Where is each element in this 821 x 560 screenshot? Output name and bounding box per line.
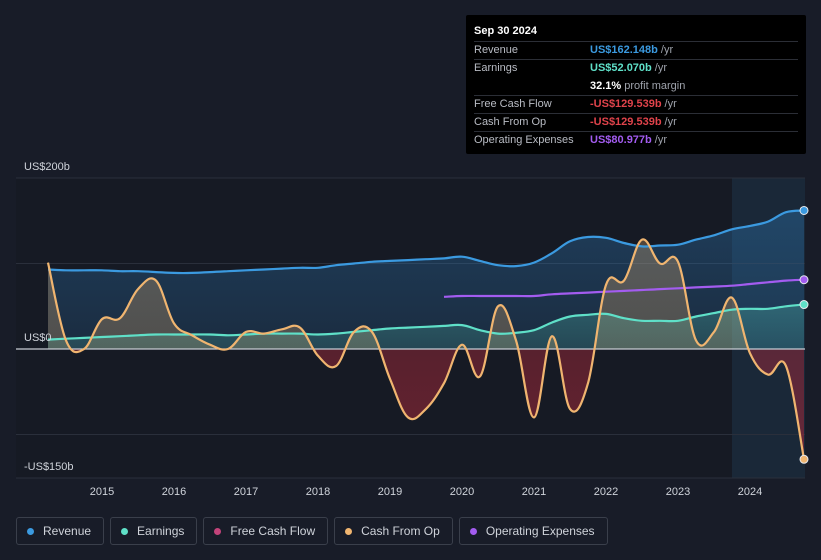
tooltip-row-value: -US$129.539b (590, 116, 662, 129)
x-tick-label: 2024 (738, 486, 762, 498)
tooltip-row: Free Cash Flow -US$129.539b/yr (474, 94, 798, 113)
legend-item-cash-from-op[interactable]: Cash From Op (334, 517, 453, 545)
tooltip-row: Revenue US$162.148b/yr (474, 41, 798, 59)
legend-label: Free Cash Flow (230, 524, 316, 538)
tooltip-row-suffix: profit margin (624, 79, 686, 92)
tooltip-row-suffix: /yr (664, 97, 677, 110)
x-tick-label: 2017 (234, 486, 258, 498)
series-line-operating-expenses (443, 278, 805, 298)
tooltip-row-label: Operating Expenses (474, 134, 574, 147)
series-line-earnings (47, 303, 805, 341)
tooltip-row-value: US$80.977b (590, 134, 652, 147)
tooltip-row-label (474, 78, 590, 95)
legend-dot-icon (469, 527, 477, 535)
legend-item-earnings[interactable]: Earnings (110, 517, 198, 545)
legend-label: Revenue (43, 524, 92, 538)
tooltip-panel: Sep 30 2024 Revenue US$162.148b/yr Earning… (466, 15, 806, 154)
end-point-operating-expenses (799, 275, 809, 285)
tooltip-row-value: US$52.070b (590, 62, 652, 75)
end-point-revenue (799, 205, 809, 215)
earnings-area (48, 304, 804, 349)
tooltip-row: Cash From Op -US$129.539b/yr (474, 113, 798, 131)
tooltip-row-value: US$162.148b (590, 44, 658, 56)
tooltip-row-suffix: /yr (654, 62, 667, 75)
tooltip-row-suffix: /yr (654, 134, 667, 147)
legend-dot-icon (27, 527, 34, 535)
legend-label: Cash From Op (361, 524, 440, 538)
tooltip-row-value: 32.1% (590, 79, 622, 92)
tooltip-row-label: Revenue (474, 44, 519, 56)
end-point-earnings (799, 300, 809, 310)
tooltip-row-label: Earnings (474, 62, 518, 75)
x-tick-label: 2016 (162, 486, 186, 498)
legend-item-free-cash-flow[interactable]: Free Cash Flow (203, 517, 329, 545)
tooltip-row: Earnings US$52.070b/yr (474, 59, 798, 77)
tooltip-row: 32.1% profit margin (474, 78, 798, 95)
y-label-zero: US$0 (24, 332, 52, 344)
legend-dot-icon (121, 527, 129, 535)
x-tick-label: 2019 (378, 486, 402, 498)
tooltip-row-suffix: /yr (664, 116, 677, 129)
cash-from-op-area-negative (48, 349, 804, 460)
tooltip-row: Operating Expenses US$80.977b/yr (474, 131, 798, 149)
legend-label: Earnings (137, 524, 185, 538)
y-label-top: US$200b (24, 161, 70, 173)
legend-dot-icon (214, 527, 222, 535)
tooltip-row-suffix: /yr (660, 44, 674, 56)
y-label-bottom: -US$150b (24, 461, 74, 473)
legend-item-revenue[interactable]: Revenue (16, 517, 105, 545)
x-tick-label: 2018 (306, 486, 330, 498)
x-tick-label: 2022 (594, 486, 618, 498)
x-tick-label: 2023 (666, 486, 690, 498)
legend-item-operating-expenses[interactable]: Operating Expenses (458, 517, 608, 545)
x-tick-label: 2020 (450, 486, 474, 498)
x-tick-label: 2015 (90, 486, 114, 498)
tooltip-date: Sep 30 2024 (474, 25, 537, 37)
tooltip-row-value: -US$129.539b (590, 97, 662, 110)
legend-dot-icon (345, 527, 353, 535)
series-line-cash-from-op (46, 238, 806, 460)
x-tick-label: 2021 (522, 486, 546, 498)
tooltip-row-label: Cash From Op (474, 116, 547, 129)
legend: Revenue Earnings Free Cash Flow Cash From O… (16, 517, 608, 545)
legend-label: Operating Expenses (485, 524, 595, 538)
series-line-revenue (47, 209, 805, 275)
end-point-cash-from-op (799, 454, 809, 464)
tooltip-row-label: Free Cash Flow (474, 97, 552, 110)
